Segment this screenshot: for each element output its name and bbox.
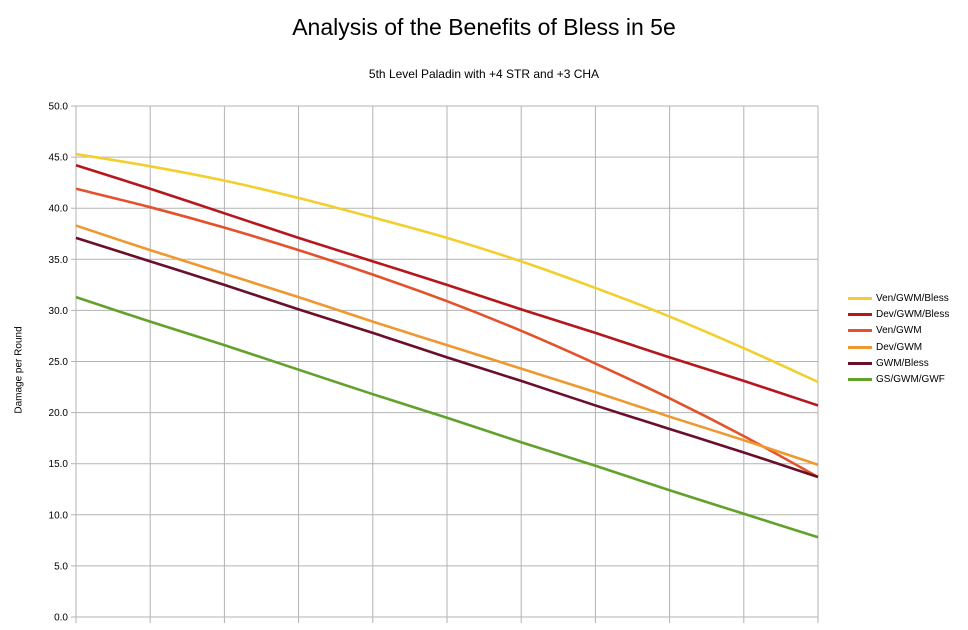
series-line-ven-gwm-bless	[75, 152, 819, 384]
legend-label: GS/GWM/GWF	[876, 374, 945, 386]
chart-title: Analysis of the Benefits of Bless in 5e	[292, 14, 676, 40]
series-line-gwm-bless	[75, 236, 819, 479]
y-tick-label: 15.0	[49, 459, 69, 470]
legend-label: Dev/GWM	[876, 341, 923, 353]
legend-item: Dev/GWM	[848, 339, 949, 355]
legend-label: Dev/GWM/Bless	[876, 308, 950, 320]
y-tick-label: 20.0	[49, 408, 69, 419]
y-tick-label: 25.0	[49, 357, 69, 368]
y-tick-labels: 0.0 5.0 10.0 15.0 20.0 25.0 30.0 35.0 40.0 45.0 50…	[49, 102, 69, 624]
legend-swatch	[848, 312, 872, 316]
gridlines	[75, 105, 819, 618]
legend-label: Ven/GWM/Bless	[876, 292, 949, 304]
y-tick-label: 5.0	[54, 561, 68, 572]
legend-label: Ven/GWM	[876, 325, 922, 337]
legend-item: Ven/GWM/Bless	[848, 290, 949, 306]
y-tick-label: 50.0	[49, 102, 69, 113]
y-tick-label: 35.0	[49, 255, 69, 266]
y-tick-label: 30.0	[49, 306, 69, 317]
legend-swatch	[848, 296, 872, 300]
series-line-dev-gwm-bless	[75, 164, 819, 407]
legend-item: GWM/Bless	[848, 355, 949, 371]
legend-swatch	[848, 361, 872, 365]
legend-swatch	[848, 329, 872, 333]
legend-item: Dev/GWM/Bless	[848, 306, 949, 322]
legend-label: GWM/Bless	[876, 357, 929, 369]
series-lines	[75, 152, 819, 539]
axes	[71, 105, 819, 623]
series-line-dev-gwm	[75, 224, 819, 466]
series-line-ven-gwm	[75, 187, 819, 479]
legend-item: GS/GWM/GWF	[848, 371, 949, 387]
legend-swatch	[848, 378, 872, 382]
y-tick-label: 40.0	[49, 204, 69, 215]
series-line-gs-gwm-gwf	[75, 295, 819, 539]
legend: Ven/GWM/Bless Dev/GWM/Bless Ven/GWM Dev/GWM…	[848, 290, 949, 388]
y-tick-label: 10.0	[49, 510, 69, 521]
y-tick-label: 45.0	[49, 153, 69, 164]
legend-swatch	[848, 345, 872, 349]
y-tick-label: 0.0	[54, 613, 68, 624]
legend-item: Ven/GWM	[848, 323, 949, 339]
chart-subtitle: 5th Level Paladin with +4 STR and +3 CHA	[368, 67, 600, 81]
